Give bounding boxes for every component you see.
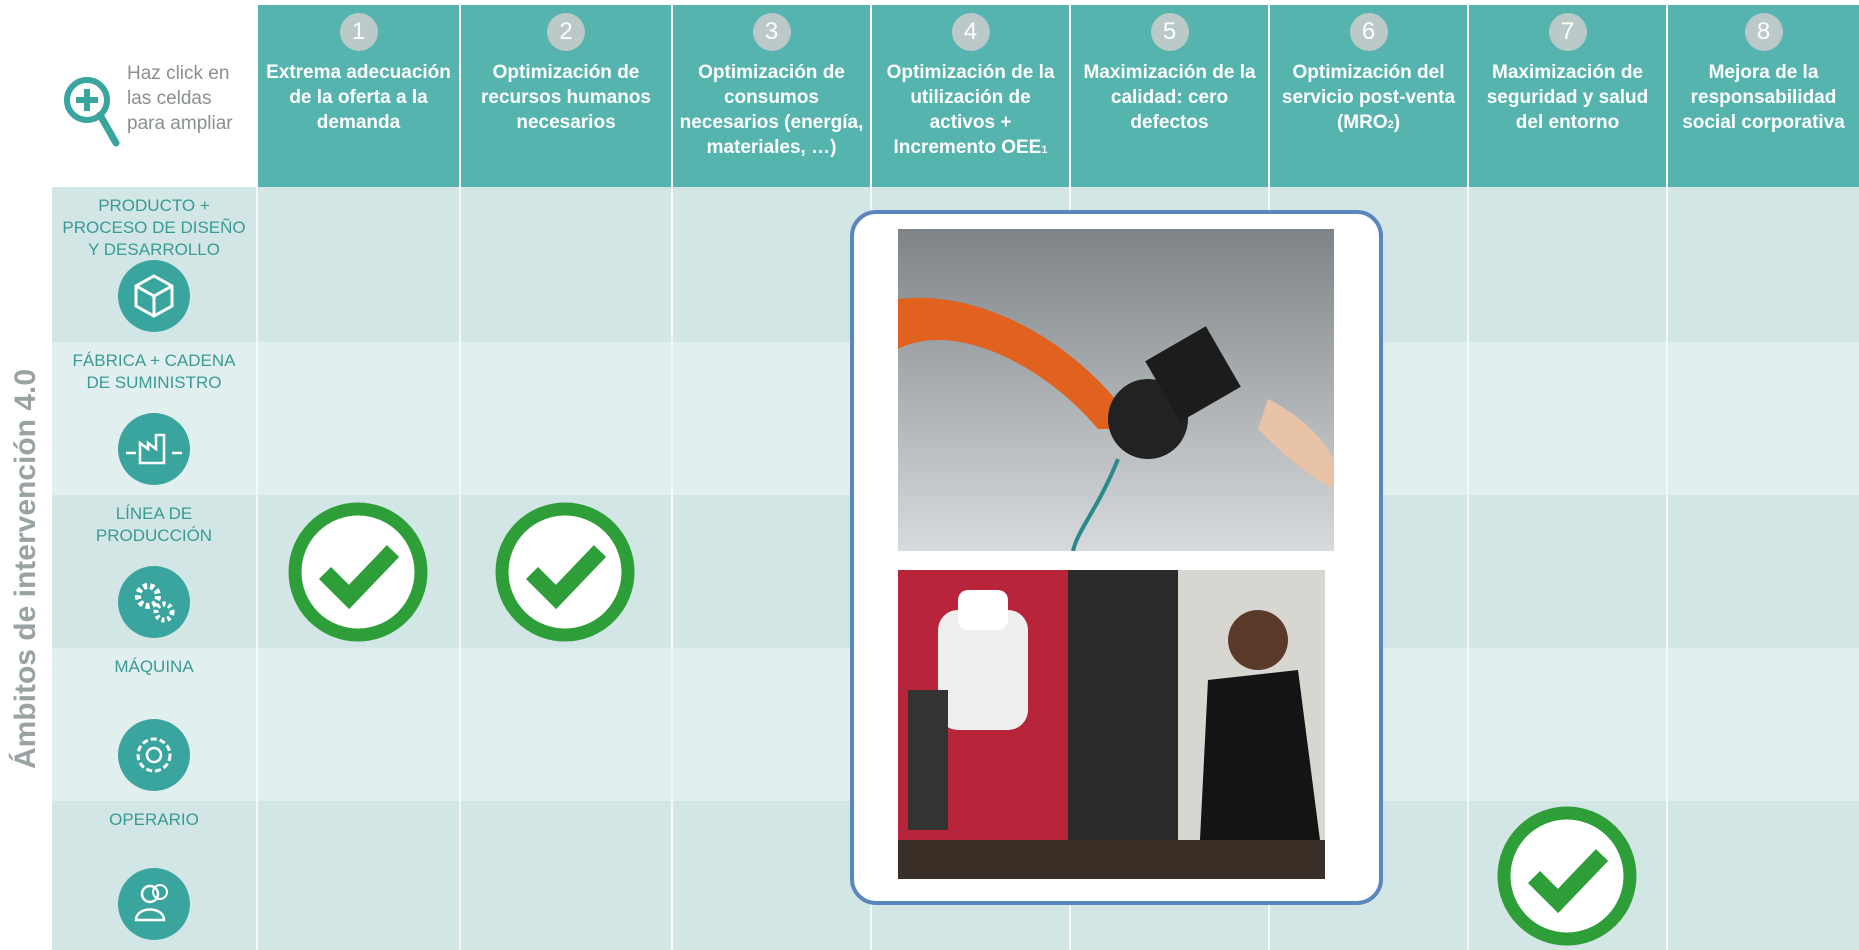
row-label: MÁQUINA	[114, 657, 194, 676]
column-title: Maximización de la calidad: cero defecto…	[1083, 62, 1256, 133]
row-icon	[118, 260, 190, 332]
column-header[interactable]: 8 Mejora de la responsabilidad social cor…	[1666, 5, 1859, 187]
column-header[interactable]: 4 Optimización de la utilización de activ…	[870, 5, 1069, 187]
cell[interactable]	[1467, 495, 1666, 648]
column-title: Optimización de recursos humanos necesar…	[481, 62, 651, 133]
column-header[interactable]: 2 Optimización de recursos humanos necesa…	[459, 5, 671, 187]
cell[interactable]	[459, 648, 671, 801]
check-mark[interactable]	[494, 501, 636, 643]
column-title-block: Optimización del servicio post-venta (MR…	[1270, 51, 1467, 138]
column-number: 8	[1744, 13, 1783, 51]
column-title: Extrema adecuación de la oferta a la dem…	[266, 62, 451, 133]
cell[interactable]	[1467, 187, 1666, 342]
column-title: Mejora de la responsabilidad social corp…	[1682, 62, 1845, 133]
cell[interactable]	[1467, 342, 1666, 495]
cell[interactable]	[256, 801, 459, 950]
column-number: 5	[1150, 13, 1189, 51]
column-title-block: Optimización de recursos humanos necesar…	[461, 51, 671, 135]
column-number: 2	[547, 13, 585, 51]
cell[interactable]	[1467, 648, 1666, 801]
column-header[interactable]: 7 Maximización de seguridad y salud del e…	[1467, 5, 1666, 187]
cell[interactable]	[671, 648, 870, 801]
cell[interactable]	[256, 342, 459, 495]
cell[interactable]	[671, 495, 870, 648]
row-icon	[118, 566, 190, 638]
column-number: 7	[1548, 13, 1587, 51]
row-label: LÍNEA DE PRODUCCIÓN	[95, 504, 213, 545]
column-title-block: Extrema adecuación de la oferta a la dem…	[258, 51, 459, 135]
hint-text: Haz click en las celdas para ampliar	[127, 63, 233, 134]
row-header[interactable]: LÍNEA DE PRODUCCIÓN	[52, 495, 256, 648]
cell[interactable]	[1666, 342, 1859, 495]
side-label: Ámbitos de intervención 4.0	[0, 187, 52, 950]
row-label: PRODUCTO + PROCESO DE DISEÑO Y DESARROLL…	[62, 196, 246, 259]
zoom-icon	[64, 77, 120, 147]
side-label-text: Ámbitos de intervención 4.0	[9, 368, 42, 769]
photo-robot-arm	[898, 229, 1334, 551]
hint-cell: Haz click en las celdas para ampliar	[52, 5, 256, 187]
column-title: Optimización de la utilización de activo…	[886, 62, 1055, 158]
column-title-block: Maximización de la calidad: cero defecto…	[1071, 51, 1268, 135]
column-header[interactable]: 1 Extrema adecuación de la oferta a la de…	[256, 5, 459, 187]
column-title-block: Maximización de seguridad y salud del en…	[1469, 51, 1666, 135]
column-title-block: Optimización de la utilización de activo…	[872, 51, 1069, 163]
check-mark[interactable]	[287, 501, 429, 643]
cell[interactable]	[671, 342, 870, 495]
column-title: Optimización de consumos necesarios (ene…	[679, 62, 864, 158]
cell[interactable]	[459, 342, 671, 495]
cell[interactable]	[459, 187, 671, 342]
column-header[interactable]: 5 Maximización de la calidad: cero defect…	[1069, 5, 1268, 187]
column-number: 1	[339, 13, 378, 51]
photo-humanoid-robot	[898, 570, 1325, 879]
check-mark[interactable]	[1496, 805, 1638, 947]
row-icon	[118, 413, 190, 485]
cell[interactable]	[1666, 187, 1859, 342]
cell[interactable]	[671, 801, 870, 950]
cell[interactable]	[256, 187, 459, 342]
column-title-tail: )	[1393, 112, 1401, 133]
row-icon	[118, 719, 190, 791]
column-title-block: Mejora de la responsabilidad social corp…	[1668, 51, 1859, 135]
cell[interactable]	[1666, 648, 1859, 801]
cell[interactable]	[671, 187, 870, 342]
row-header[interactable]: MÁQUINA	[52, 648, 256, 801]
cell[interactable]	[459, 801, 671, 950]
image-popup[interactable]	[850, 210, 1383, 905]
row-label: FÁBRICA + CADENA DE SUMINISTRO	[72, 351, 236, 392]
row-label: OPERARIO	[109, 810, 199, 829]
column-number: 3	[752, 13, 791, 51]
cell[interactable]	[256, 648, 459, 801]
column-header[interactable]: 6 Optimización del servicio post-venta (M…	[1268, 5, 1467, 187]
column-header[interactable]: 3 Optimización de consumos necesarios (en…	[671, 5, 870, 187]
column-note: 1	[1041, 144, 1048, 156]
column-note: 2	[1387, 119, 1394, 131]
row-header[interactable]: FÁBRICA + CADENA DE SUMINISTRO	[52, 342, 256, 495]
cell[interactable]	[1666, 801, 1859, 950]
column-title: Optimización del servicio post-venta (MR…	[1281, 62, 1456, 133]
column-title: Maximización de seguridad y salud del en…	[1486, 62, 1649, 133]
cell[interactable]	[1666, 495, 1859, 648]
row-icon	[118, 868, 190, 940]
column-title-block: Optimización de consumos necesarios (ene…	[673, 51, 870, 160]
column-number: 6	[1349, 13, 1388, 51]
column-number: 4	[951, 13, 990, 51]
row-header[interactable]: OPERARIO	[52, 801, 256, 950]
row-header[interactable]: PRODUCTO + PROCESO DE DISEÑO Y DESARROLL…	[52, 187, 256, 342]
